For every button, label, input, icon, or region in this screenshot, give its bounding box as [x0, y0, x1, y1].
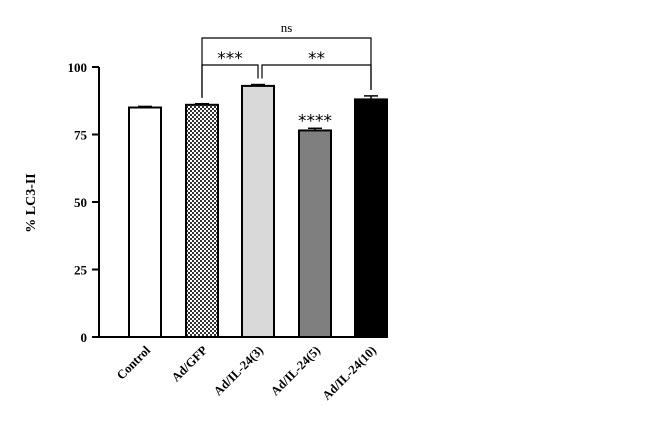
significance-label: ns: [281, 20, 293, 35]
bar: [128, 106, 162, 338]
y-tick-label: 100: [68, 60, 88, 75]
y-tick-label: 75: [74, 128, 88, 143]
y-tick-label: 0: [81, 330, 88, 345]
bars: [128, 83, 388, 339]
y-axis: 0 25 50 75 100: [68, 60, 384, 345]
x-tick-label: Control: [114, 343, 154, 383]
significance-label: **: [308, 49, 325, 69]
x-tick-label: Ad/IL-24(3): [211, 343, 266, 398]
y-axis-label: % LC3-II: [24, 173, 39, 233]
bar: [241, 84, 275, 339]
x-tick-label: Ad/IL-24(10): [320, 343, 380, 403]
bar: [354, 98, 388, 339]
y-tick-label: 25: [74, 263, 88, 278]
significance-bracket: [201, 37, 372, 98]
x-tick-label: Ad/GFP: [169, 343, 211, 385]
significance-label: ***: [217, 49, 243, 69]
significance-annotations: *** **ns****: [201, 20, 372, 131]
bar: [185, 103, 219, 338]
significance-label: ****: [298, 111, 332, 131]
bar: [298, 129, 332, 338]
x-tick-label: Ad/IL-24(5): [268, 343, 323, 398]
y-tick-label: 50: [74, 195, 87, 210]
x-axis-labels: Control Ad/GFP Ad/IL-24(3) Ad/IL-24(5)Ad/IL…: [114, 343, 379, 403]
